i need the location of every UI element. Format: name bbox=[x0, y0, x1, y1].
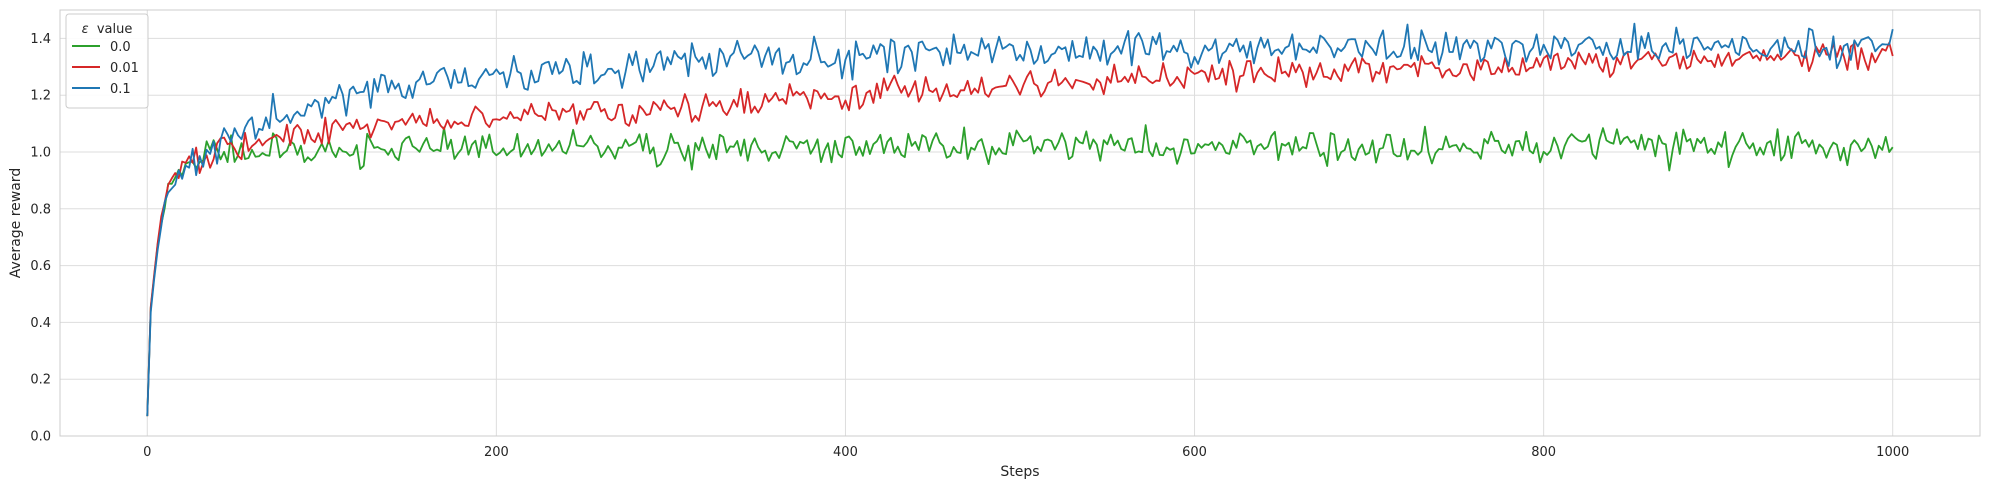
legend-box bbox=[65, 13, 149, 109]
tick-labels: 0 200 400 600 800 1000 0.0 0.2 0.4 0.6 0.8 1.0 1.2 1.… bbox=[30, 32, 1909, 460]
y-tick-label: 1.2 bbox=[30, 89, 51, 104]
x-tick-label: 0 bbox=[143, 445, 151, 460]
legend-title-symbol: ε bbox=[82, 22, 89, 37]
series-line-0-01 bbox=[146, 41, 1894, 417]
x-tick-label: 800 bbox=[1531, 445, 1556, 460]
series-line-0-0 bbox=[146, 124, 1894, 417]
legend-title: ε value bbox=[82, 22, 133, 37]
legend-label: 0.01 bbox=[110, 61, 139, 76]
legend-title-text: value bbox=[97, 22, 133, 37]
y-tick-label: 0.8 bbox=[30, 202, 51, 217]
series-line-0-1 bbox=[146, 22, 1894, 417]
x-tick-label: 600 bbox=[1182, 445, 1207, 460]
y-tick-label: 1.0 bbox=[30, 146, 51, 161]
x-tick-label: 1000 bbox=[1876, 445, 1909, 460]
x-axis-title: Steps bbox=[1000, 464, 1039, 480]
legend-items: 0.0 0.01 0.1 bbox=[72, 40, 139, 97]
y-tick-label: 0.2 bbox=[30, 373, 51, 388]
legend-label: 0.0 bbox=[110, 40, 131, 55]
y-tick-label: 0.4 bbox=[30, 316, 51, 331]
y-axis-title: Average reward bbox=[8, 168, 24, 278]
x-tick-label: 200 bbox=[484, 445, 509, 460]
y-tick-label: 0.0 bbox=[30, 430, 51, 445]
series-lines bbox=[146, 22, 1894, 417]
legend-label: 0.1 bbox=[110, 82, 131, 97]
plot-area-background bbox=[60, 10, 1980, 436]
y-tick-label: 1.4 bbox=[30, 32, 51, 47]
legend: ε value 0.0 0.01 0.1 bbox=[65, 13, 149, 109]
x-tick-label: 400 bbox=[833, 445, 858, 460]
y-tick-label: 0.6 bbox=[30, 259, 51, 274]
plot-area-frame bbox=[59, 9, 1981, 437]
